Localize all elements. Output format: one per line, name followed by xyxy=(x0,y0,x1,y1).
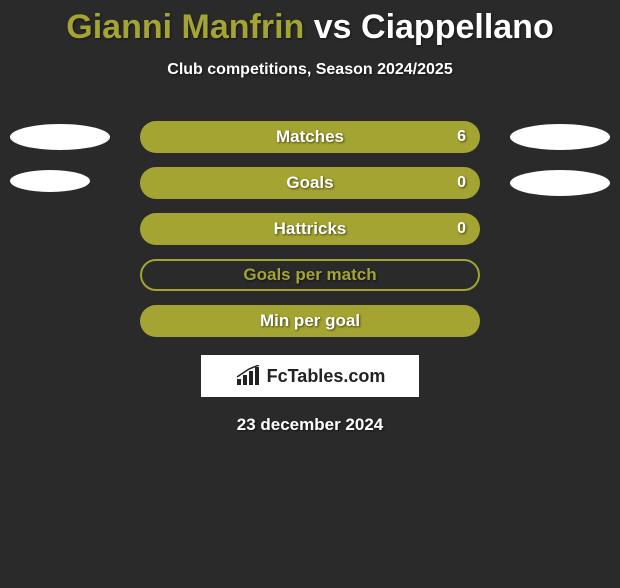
stat-value: 0 xyxy=(457,174,466,192)
subtitle: Club competitions, Season 2024/2025 xyxy=(0,61,620,79)
stat-label: Hattricks xyxy=(274,219,347,239)
right-ellipse xyxy=(510,170,610,196)
stat-label: Min per goal xyxy=(260,311,360,331)
stat-bar: Hattricks 0 xyxy=(140,213,480,245)
chart-icon xyxy=(235,365,261,387)
stat-row: Goals per match xyxy=(0,259,620,291)
stat-row: Min per goal xyxy=(0,305,620,337)
stat-bar: Goals per match xyxy=(140,259,480,291)
stat-label: Goals per match xyxy=(243,265,376,285)
left-ellipse xyxy=(10,124,110,150)
stat-row: Goals 0 xyxy=(0,167,620,199)
stat-rows: Matches 6 Goals 0 Hattricks 0 Goals per match M… xyxy=(0,121,620,337)
stat-label: Goals xyxy=(286,173,333,193)
stat-bar: Goals 0 xyxy=(140,167,480,199)
title-player2: Ciappellano xyxy=(361,8,554,46)
left-ellipse xyxy=(10,170,90,192)
date-stamp: 23 december 2024 xyxy=(0,415,620,435)
stat-value: 0 xyxy=(457,220,466,238)
title-player1: Gianni Manfrin xyxy=(66,8,304,46)
stat-row: Matches 6 xyxy=(0,121,620,153)
comparison-title: Gianni Manfrin vs Ciappellano xyxy=(0,8,620,47)
stat-row: Hattricks 0 xyxy=(0,213,620,245)
stat-bar: Matches 6 xyxy=(140,121,480,153)
stat-value: 6 xyxy=(457,128,466,146)
right-ellipse xyxy=(510,124,610,150)
title-vs: vs xyxy=(314,8,352,46)
branding-text: FcTables.com xyxy=(267,366,386,387)
stat-label: Matches xyxy=(276,127,344,147)
branding-box: FcTables.com xyxy=(201,355,419,397)
stat-bar: Min per goal xyxy=(140,305,480,337)
